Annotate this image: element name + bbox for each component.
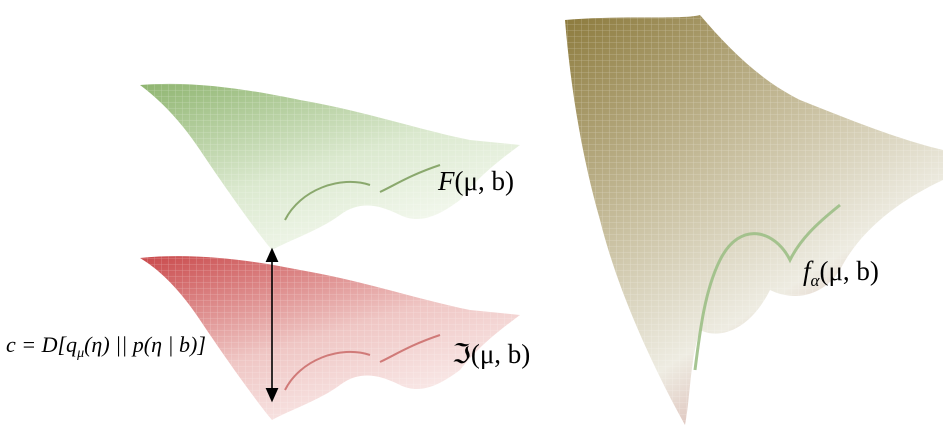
args: (μ, b) [819, 256, 878, 286]
olive-surface [565, 15, 943, 425]
free-energy-label: F(μ, b) [437, 166, 514, 196]
lhs: c = D[q [6, 332, 77, 357]
bound-label: ℑ(μ, b) [452, 339, 530, 369]
args: (μ, b) [455, 166, 514, 196]
symbol: F [437, 166, 455, 196]
rhs: (η) || p(η | b)] [84, 332, 206, 357]
divergence-label: c = D[qμ(η) || p(η | b)] [6, 332, 206, 361]
diagram: F(μ, b) ℑ(μ, b) fα(μ, b) c = D[qμ(η) || … [0, 0, 943, 428]
args: (μ, b) [471, 339, 530, 369]
subscript: μ [76, 346, 84, 361]
symbol: ℑ [452, 339, 471, 369]
